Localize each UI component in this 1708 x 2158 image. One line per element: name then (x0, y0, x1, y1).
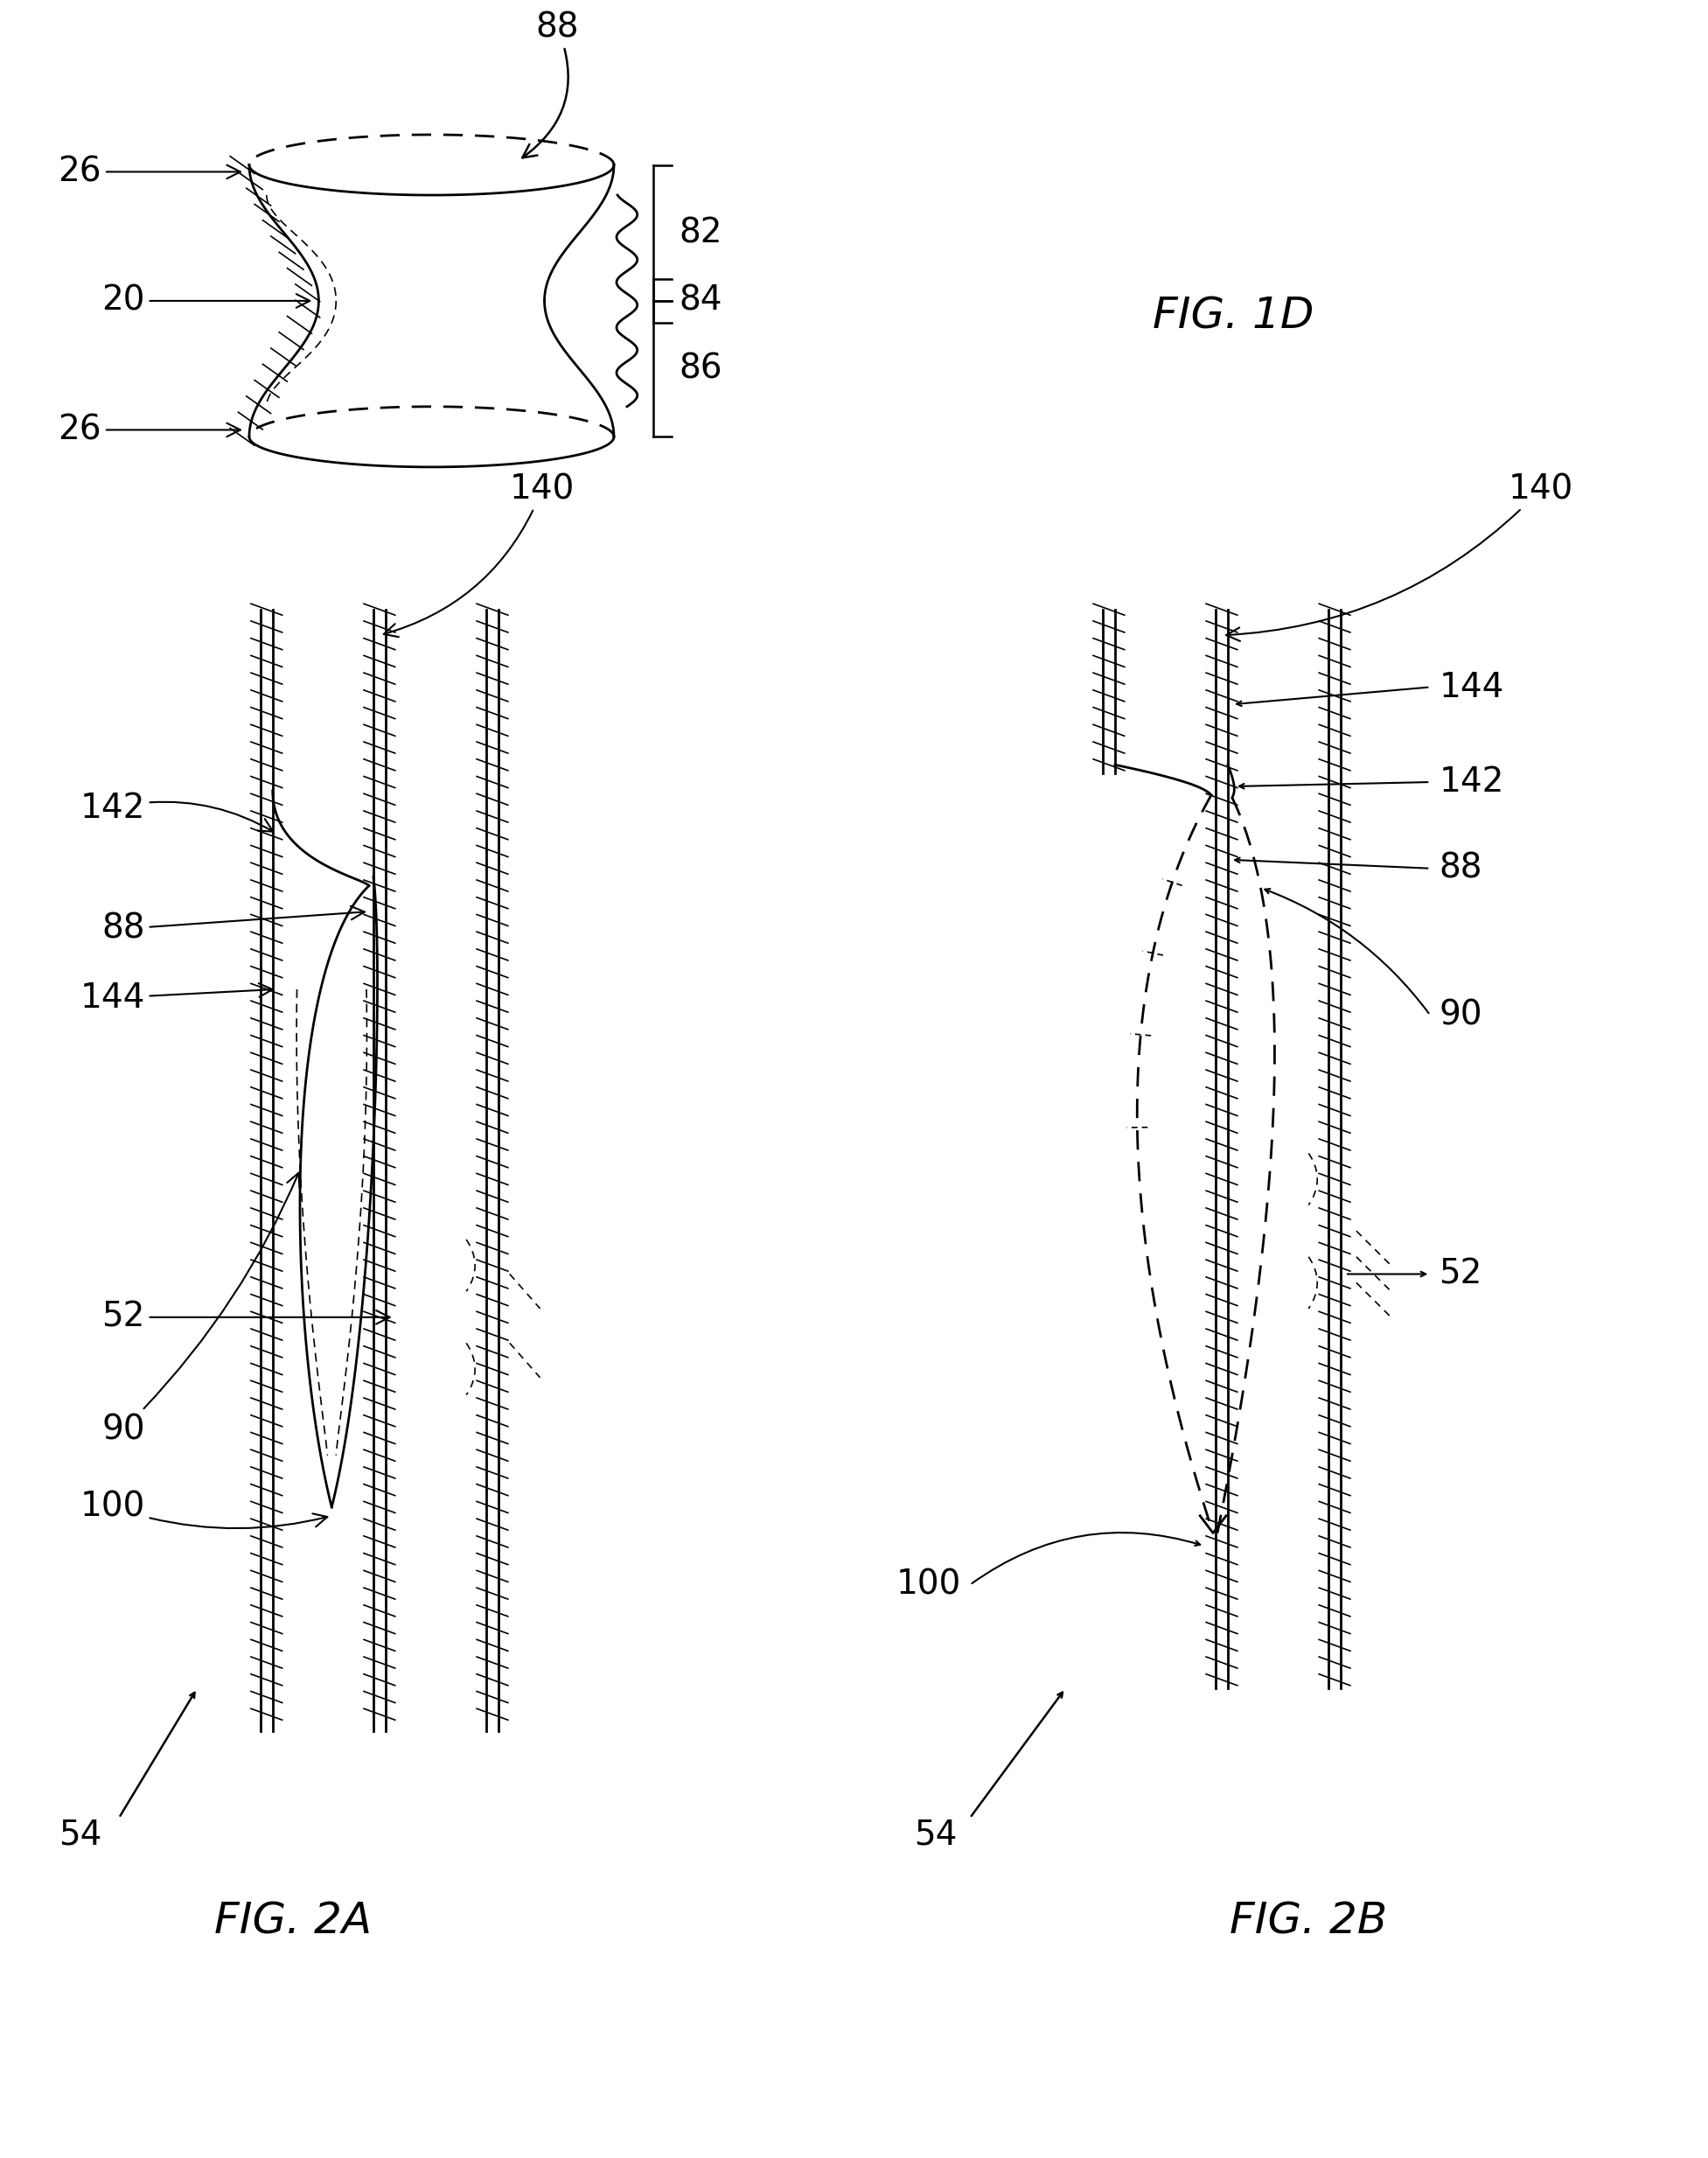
Text: 142: 142 (1438, 766, 1503, 798)
Text: 90: 90 (1438, 999, 1483, 1032)
Text: 88: 88 (523, 11, 579, 158)
Text: 52: 52 (1438, 1258, 1483, 1290)
Text: 82: 82 (680, 216, 722, 250)
Text: 144: 144 (1438, 671, 1503, 704)
Text: 26: 26 (58, 414, 241, 447)
Text: FIG. 1D: FIG. 1D (1153, 296, 1313, 337)
Text: 100: 100 (897, 1569, 962, 1601)
Text: 144: 144 (80, 982, 273, 1014)
Text: 84: 84 (680, 285, 722, 317)
Text: 100: 100 (80, 1491, 328, 1528)
Text: 88: 88 (102, 906, 364, 945)
Text: 86: 86 (680, 352, 722, 386)
Text: 88: 88 (1438, 852, 1483, 885)
Text: 142: 142 (80, 792, 273, 831)
Text: FIG. 2A: FIG. 2A (214, 1901, 371, 1942)
Text: 54: 54 (58, 1819, 101, 1852)
Text: 54: 54 (914, 1819, 956, 1852)
Text: 90: 90 (101, 1172, 299, 1446)
Text: 140: 140 (1226, 473, 1573, 641)
Text: 26: 26 (58, 155, 241, 188)
Text: 140: 140 (384, 473, 576, 637)
Text: 20: 20 (102, 285, 309, 317)
Text: FIG. 2B: FIG. 2B (1230, 1901, 1387, 1942)
Text: 52: 52 (102, 1301, 389, 1334)
